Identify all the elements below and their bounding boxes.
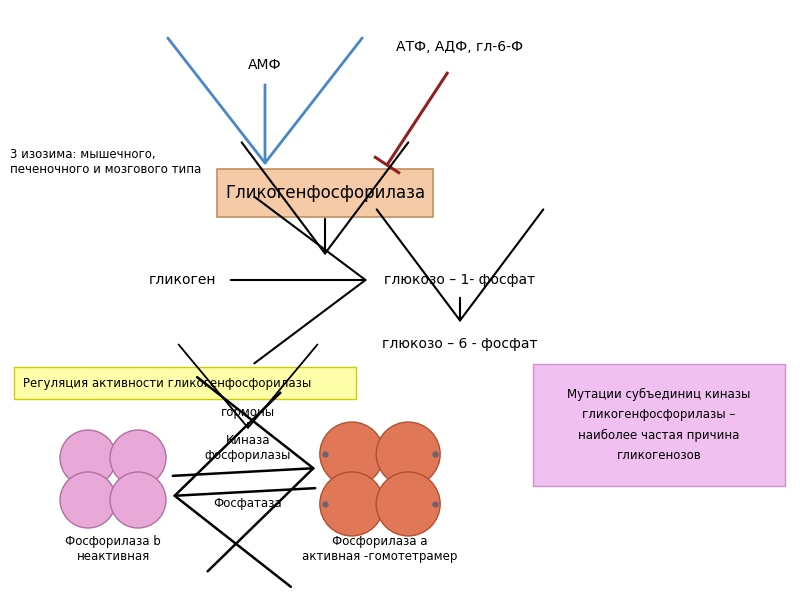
Ellipse shape: [110, 430, 166, 486]
Text: гормоны: гормоны: [221, 406, 275, 419]
Text: глюкозо – 6 - фосфат: глюкозо – 6 - фосфат: [382, 337, 538, 351]
Text: глюкозо – 1- фосфат: глюкозо – 1- фосфат: [385, 273, 535, 287]
Text: Фосфорилаза а
активная -гомотетрамер: Фосфорилаза а активная -гомотетрамер: [302, 535, 458, 563]
Ellipse shape: [376, 472, 440, 536]
FancyBboxPatch shape: [14, 367, 356, 399]
Text: 3 изозима: мышечного,
печеночного и мозгового типа: 3 изозима: мышечного, печеночного и мозг…: [10, 148, 202, 176]
Text: гликоген: гликоген: [150, 273, 217, 287]
Ellipse shape: [320, 422, 384, 486]
Ellipse shape: [60, 430, 116, 486]
Ellipse shape: [110, 472, 166, 528]
Text: Фосфатаза: Фосфатаза: [214, 497, 282, 510]
Ellipse shape: [376, 422, 440, 486]
Text: Мутации субъединиц киназы
гликогенфосфорилазы –
наиболее частая причина
гликоген: Мутации субъединиц киназы гликогенфосфор…: [567, 388, 750, 461]
Text: АМФ: АМФ: [248, 58, 282, 72]
Ellipse shape: [320, 472, 384, 536]
FancyBboxPatch shape: [217, 169, 433, 217]
Text: АТФ, АДФ, гл-6-Ф: АТФ, АДФ, гл-6-Ф: [397, 40, 523, 54]
Text: Фосфорилаза b
неактивная: Фосфорилаза b неактивная: [65, 535, 161, 563]
Text: Киназа
фосфорилазы: Киназа фосфорилазы: [205, 434, 291, 462]
Text: Регуляция активности гликогенфосфорилазы: Регуляция активности гликогенфосфорилазы: [23, 377, 311, 389]
FancyBboxPatch shape: [533, 364, 785, 486]
Text: Гликогенфосфорилаза: Гликогенфосфорилаза: [225, 184, 425, 202]
Ellipse shape: [60, 472, 116, 528]
